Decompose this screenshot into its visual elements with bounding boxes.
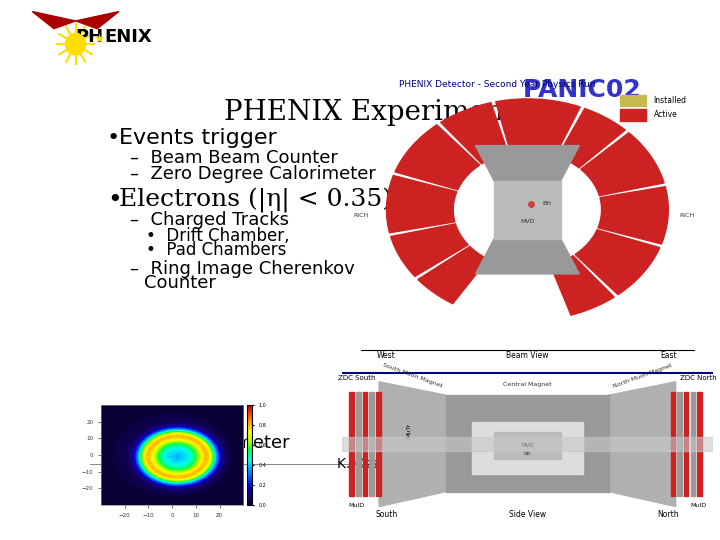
Text: Electrons (|η| < 0.35): Electrons (|η| < 0.35) bbox=[120, 188, 392, 213]
Polygon shape bbox=[418, 246, 488, 303]
Circle shape bbox=[66, 33, 86, 55]
Text: Active: Active bbox=[654, 111, 678, 119]
Text: –  Beam Beam Counter: – Beam Beam Counter bbox=[130, 148, 338, 167]
Polygon shape bbox=[441, 103, 508, 164]
Text: MuID: MuID bbox=[690, 503, 706, 508]
Bar bbox=[356, 392, 361, 496]
Text: North: North bbox=[657, 510, 679, 519]
Text: Installed: Installed bbox=[654, 96, 686, 105]
Bar bbox=[697, 392, 702, 496]
Polygon shape bbox=[581, 133, 664, 195]
Text: ZDC North: ZDC North bbox=[680, 375, 716, 381]
Bar bbox=[472, 422, 583, 474]
Bar bbox=[342, 437, 713, 451]
Text: PHENIX Experiment: PHENIX Experiment bbox=[224, 99, 514, 126]
Text: MuID: MuID bbox=[348, 503, 365, 508]
Text: •: • bbox=[107, 128, 120, 148]
Text: RICH: RICH bbox=[679, 213, 695, 218]
Text: ENIX: ENIX bbox=[104, 28, 152, 46]
Text: MVD: MVD bbox=[520, 219, 535, 224]
Text: –  Ring Image Cherenkov: – Ring Image Cherenkov bbox=[130, 260, 355, 278]
Polygon shape bbox=[534, 99, 580, 156]
Text: K. Ozawa: K. Ozawa bbox=[337, 457, 401, 471]
Polygon shape bbox=[557, 109, 625, 168]
Bar bbox=[446, 395, 609, 491]
Bar bbox=[620, 94, 646, 106]
Polygon shape bbox=[395, 125, 480, 190]
Polygon shape bbox=[32, 11, 76, 29]
Text: RICH: RICH bbox=[353, 213, 368, 218]
Text: North Muon Magnet: North Muon Magnet bbox=[612, 362, 672, 389]
Text: Events trigger: Events trigger bbox=[120, 128, 277, 148]
Polygon shape bbox=[391, 224, 468, 276]
Text: –  EM Calorimeter: – EM Calorimeter bbox=[130, 434, 290, 453]
Text: –  Zero Degree Calorimeter: – Zero Degree Calorimeter bbox=[130, 165, 376, 183]
Text: BB: BB bbox=[523, 450, 531, 456]
Text: 09/30/02: 09/30/02 bbox=[99, 457, 161, 471]
Bar bbox=[670, 392, 675, 496]
Text: PANIC02: PANIC02 bbox=[523, 78, 642, 102]
Bar bbox=[376, 392, 381, 496]
Polygon shape bbox=[379, 382, 446, 507]
Bar bbox=[349, 392, 354, 496]
Text: MuTr: MuTr bbox=[406, 423, 411, 438]
Text: MVD: MVD bbox=[521, 443, 534, 448]
Text: West: West bbox=[377, 352, 396, 361]
Bar bbox=[690, 392, 695, 496]
Polygon shape bbox=[550, 256, 614, 315]
Polygon shape bbox=[609, 382, 676, 507]
Text: •  Pad Chambers: • Pad Chambers bbox=[145, 241, 286, 259]
Bar bbox=[363, 392, 367, 496]
Bar bbox=[678, 392, 682, 496]
Text: Counter: Counter bbox=[144, 274, 216, 292]
Polygon shape bbox=[598, 187, 668, 244]
Polygon shape bbox=[495, 99, 544, 153]
Polygon shape bbox=[575, 230, 660, 295]
Polygon shape bbox=[76, 11, 119, 29]
Bar bbox=[494, 180, 561, 239]
Text: East: East bbox=[660, 352, 677, 361]
Polygon shape bbox=[475, 146, 580, 180]
Text: BH: BH bbox=[542, 201, 552, 206]
Bar bbox=[494, 432, 561, 459]
Text: –  Charged Tracks: – Charged Tracks bbox=[130, 211, 289, 229]
Text: South: South bbox=[375, 510, 397, 519]
Polygon shape bbox=[475, 239, 580, 274]
Bar bbox=[684, 392, 688, 496]
Text: Beam View: Beam View bbox=[506, 352, 549, 361]
Text: •  Drift Chamber,: • Drift Chamber, bbox=[145, 227, 289, 245]
Text: South Muon Magnet: South Muon Magnet bbox=[382, 362, 443, 389]
Bar bbox=[369, 392, 374, 496]
Text: ZDC South: ZDC South bbox=[338, 375, 376, 381]
Text: Central Magnet: Central Magnet bbox=[503, 382, 552, 387]
Text: Side View: Side View bbox=[509, 510, 546, 519]
Polygon shape bbox=[387, 176, 457, 233]
Bar bbox=[620, 109, 646, 121]
Text: PHENIX Detector - Second Year Physics Run: PHENIX Detector - Second Year Physics Ru… bbox=[400, 80, 596, 89]
Text: •: • bbox=[107, 188, 122, 212]
Text: PH: PH bbox=[76, 28, 104, 46]
Text: ★: ★ bbox=[93, 33, 104, 46]
Text: 3: 3 bbox=[630, 457, 639, 471]
